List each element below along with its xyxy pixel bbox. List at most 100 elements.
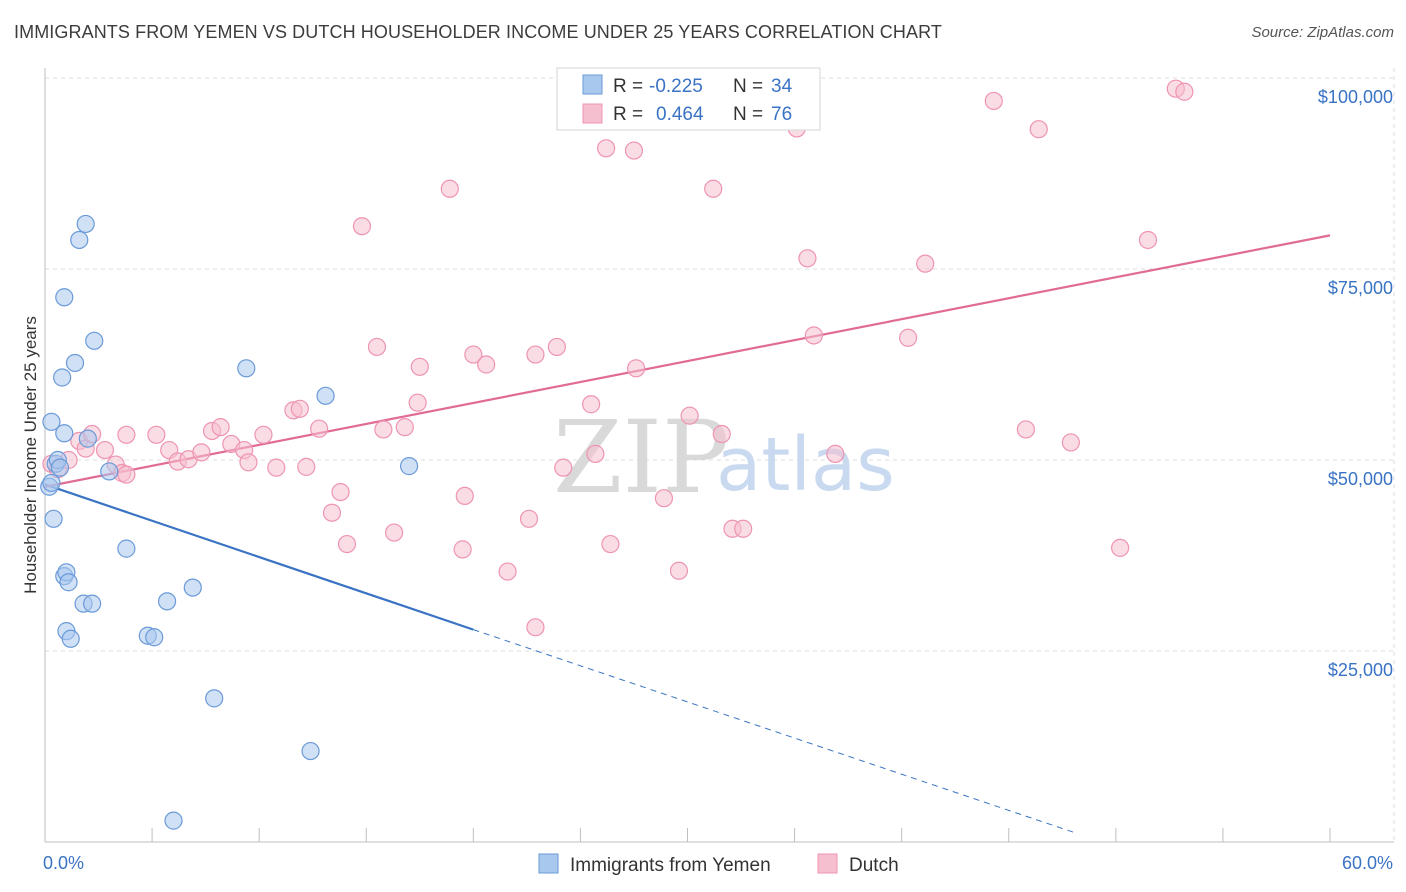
point-dutch	[337, 534, 357, 554]
legend-r-value-yemen: -0.225	[649, 76, 703, 97]
point-yemen	[78, 429, 97, 448]
point-dutch	[734, 519, 753, 538]
point-yemen	[59, 573, 78, 592]
watermark: ZIP atlas	[553, 399, 895, 516]
series-legend: Immigrants from Yemen Dutch	[538, 853, 899, 876]
y-tick-label: $50,000	[1328, 469, 1393, 489]
point-yemen	[183, 578, 202, 597]
point-dutch	[804, 326, 823, 345]
point-dutch	[267, 458, 286, 477]
y-axis-label: Householder Income Under 25 years	[21, 316, 40, 594]
trend-lines	[44, 234, 1331, 833]
point-dutch	[322, 503, 342, 522]
point-dutch	[254, 425, 273, 444]
y-tick-label: $75,000	[1328, 278, 1393, 298]
point-yemen	[301, 741, 320, 761]
x-tick-label: 60.0%	[1342, 853, 1393, 873]
point-dutch	[374, 420, 393, 439]
point-dutch	[410, 357, 429, 376]
legend-n-value-yemen: 34	[771, 76, 793, 97]
point-dutch	[519, 509, 539, 528]
series-legend-label-yemen: Immigrants from Yemen	[570, 855, 771, 876]
point-dutch	[440, 179, 459, 198]
point-dutch	[1061, 433, 1080, 452]
point-dutch	[826, 444, 845, 463]
point-yemen	[100, 462, 119, 481]
point-dutch	[654, 489, 674, 508]
point-yemen	[237, 359, 256, 378]
point-dutch	[192, 443, 211, 462]
point-dutch	[331, 482, 350, 502]
point-dutch	[367, 337, 387, 357]
x-tick-labels: 0.0% 60.0%	[43, 853, 1393, 873]
point-yemen	[117, 539, 136, 558]
point-dutch	[408, 393, 427, 412]
series-legend-swatch-yemen	[538, 853, 559, 874]
legend-swatch-yemen	[582, 74, 603, 95]
point-yemen	[50, 458, 70, 477]
point-yemen	[61, 629, 80, 648]
point-yemen	[55, 424, 74, 443]
point-dutch	[597, 139, 616, 158]
point-dutch	[211, 418, 230, 437]
point-dutch	[554, 458, 573, 477]
point-dutch	[95, 440, 115, 460]
point-dutch	[1111, 538, 1130, 557]
point-yemen	[42, 473, 61, 493]
trend-line-yemen	[44, 483, 474, 631]
point-yemen	[157, 592, 177, 611]
point-dutch	[1016, 420, 1035, 439]
trend-line-dutch	[44, 234, 1331, 488]
point-dutch	[147, 425, 166, 444]
point-dutch	[984, 91, 1003, 111]
point-dutch	[1029, 120, 1048, 139]
point-dutch	[384, 523, 404, 542]
point-dutch	[526, 345, 545, 364]
point-dutch	[916, 254, 935, 273]
point-yemen	[164, 811, 183, 830]
point-yemen	[145, 628, 164, 647]
point-dutch	[477, 355, 496, 374]
y-tick-labels: $25,000 $50,000 $75,000 $100,000	[1318, 87, 1393, 680]
point-dutch	[624, 141, 644, 160]
point-dutch	[352, 217, 372, 236]
point-dutch	[464, 345, 483, 364]
point-dutch	[117, 465, 136, 484]
legend-swatch-dutch	[582, 103, 603, 124]
x-tick-label: 0.0%	[43, 853, 84, 873]
point-yemen	[65, 353, 85, 373]
point-yemen	[316, 386, 335, 405]
point-dutch	[310, 419, 329, 438]
trend-line-yemen-extension	[473, 629, 1074, 833]
point-dutch	[704, 179, 723, 198]
series-legend-swatch-dutch	[817, 853, 838, 874]
point-dutch	[547, 337, 566, 357]
legend-r-value-dutch: 0.464	[656, 104, 704, 125]
point-dutch	[395, 418, 414, 437]
legend-n-value-dutch: 76	[771, 104, 792, 125]
y-tick-label: $25,000	[1328, 660, 1393, 680]
point-dutch	[582, 395, 601, 414]
point-yemen	[83, 594, 102, 613]
point-dutch	[680, 406, 699, 425]
point-dutch	[1138, 230, 1158, 250]
stats-legend: R = -0.225 N = 34 R = 0.464 N = 76	[556, 67, 821, 131]
point-yemen	[44, 509, 63, 528]
point-dutch	[626, 359, 646, 378]
point-yemen	[85, 331, 104, 350]
chart-title: IMMIGRANTS FROM YEMEN VS DUTCH HOUSEHOLD…	[14, 22, 942, 42]
point-yemen	[205, 689, 224, 708]
point-yemen	[76, 214, 95, 234]
point-dutch	[1175, 82, 1194, 101]
data-points	[40, 70, 1194, 830]
watermark-atlas: atlas	[716, 422, 895, 508]
axes	[44, 68, 1394, 843]
legend-n-label-dutch: N =	[733, 104, 763, 125]
point-dutch	[526, 618, 545, 637]
point-dutch	[117, 425, 136, 444]
legend-r-label-dutch: R =	[613, 104, 643, 125]
point-dutch	[898, 328, 918, 347]
point-yemen	[55, 288, 74, 307]
point-dutch	[798, 249, 817, 268]
